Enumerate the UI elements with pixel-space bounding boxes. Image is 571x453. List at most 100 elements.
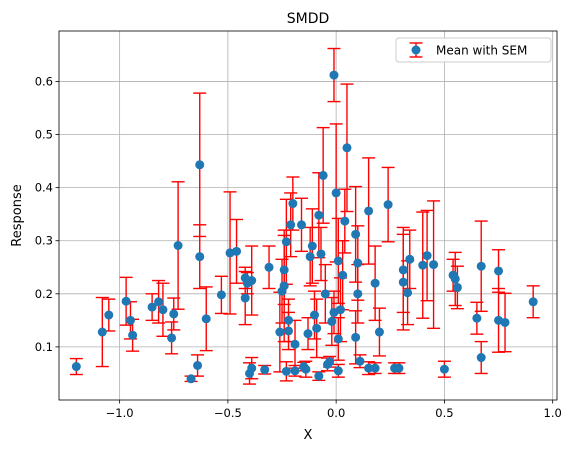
data-point	[353, 289, 363, 299]
data-point	[195, 252, 205, 262]
data-point	[154, 297, 164, 307]
data-point	[398, 277, 408, 287]
data-point	[121, 296, 131, 306]
y-tick-label: 0.4	[35, 181, 53, 195]
data-point	[288, 199, 298, 209]
data-point	[329, 70, 339, 80]
data-point	[281, 366, 291, 376]
data-point	[286, 220, 296, 230]
data-point	[284, 326, 294, 336]
data-point	[476, 353, 486, 363]
data-point	[351, 229, 361, 239]
data-point	[331, 188, 341, 198]
y-axis-ticks: 0.1 0.2 0.3 0.4 0.5 0.6	[35, 74, 59, 354]
data-point	[169, 309, 179, 319]
y-tick-label: 0.3	[35, 234, 53, 248]
data-point	[452, 282, 462, 292]
data-point	[370, 363, 380, 373]
data-point	[309, 310, 319, 320]
data-point	[394, 363, 404, 373]
data-point	[320, 289, 330, 299]
data-point	[353, 258, 363, 268]
data-point	[284, 315, 294, 325]
data-point	[264, 262, 274, 272]
data-point	[333, 366, 343, 376]
x-tick-label: 0.0	[327, 406, 345, 420]
data-point	[316, 249, 326, 259]
data-point	[325, 357, 335, 367]
data-point	[147, 302, 157, 312]
plot-area-frame	[58, 30, 558, 401]
data-point	[201, 314, 211, 324]
data-point	[290, 366, 300, 376]
data-point	[247, 276, 257, 286]
x-tick-label: −1.0	[106, 406, 134, 420]
data-point	[494, 266, 504, 276]
legend: Mean with SEM	[395, 37, 552, 63]
data-point	[281, 237, 291, 247]
legend-box	[395, 37, 552, 63]
data-point	[173, 240, 183, 250]
legend-marker	[411, 45, 421, 55]
data-point	[374, 327, 384, 337]
data-point	[355, 356, 365, 366]
data-point	[370, 278, 380, 288]
data-point	[125, 315, 135, 325]
x-tick-label: −0.5	[214, 406, 242, 420]
data-point	[476, 261, 486, 271]
data-point	[275, 327, 285, 337]
y-tick-label: 0.6	[35, 74, 53, 88]
data-points	[71, 70, 538, 384]
x-axis-label: X	[304, 428, 313, 443]
data-point	[364, 363, 374, 373]
data-point	[97, 327, 107, 337]
data-point	[472, 313, 482, 323]
data-point	[398, 265, 408, 275]
data-point	[158, 305, 168, 315]
data-point	[364, 206, 374, 216]
data-point	[333, 256, 343, 266]
data-point	[240, 293, 250, 303]
y-tick-label: 0.1	[35, 340, 53, 354]
data-point	[340, 216, 350, 226]
data-point	[290, 339, 300, 349]
data-point	[186, 374, 196, 384]
data-point	[195, 160, 205, 170]
data-point	[318, 170, 328, 180]
legend-entry-label: Mean with SEM	[436, 44, 527, 58]
data-point	[193, 360, 203, 370]
y-tick-label: 0.5	[35, 128, 53, 142]
data-point	[335, 305, 345, 315]
y-tick-label: 0.2	[35, 287, 53, 301]
data-point	[439, 364, 449, 374]
data-point	[303, 329, 313, 339]
chart-title: SMDD	[287, 11, 330, 27]
data-point	[307, 241, 317, 251]
data-point	[528, 297, 538, 307]
data-point	[312, 323, 322, 333]
data-point	[167, 333, 177, 343]
x-tick-label: 1.0	[544, 406, 562, 420]
data-point	[216, 290, 226, 300]
data-point	[405, 254, 415, 264]
data-point	[260, 365, 270, 375]
data-point	[342, 143, 352, 153]
data-point	[450, 274, 460, 284]
data-point	[128, 330, 138, 340]
data-point	[418, 260, 428, 270]
data-point	[297, 220, 307, 230]
data-point	[232, 246, 242, 256]
data-point	[338, 270, 348, 280]
data-point	[327, 316, 337, 326]
x-axis-ticks: −1.0 −0.5 0.0 0.5 1.0	[106, 400, 562, 420]
data-point	[301, 364, 311, 374]
y-axis-label: Response	[10, 184, 25, 246]
data-point	[383, 200, 393, 210]
data-point	[333, 334, 343, 344]
data-point	[314, 210, 324, 220]
data-point	[500, 317, 510, 327]
data-point	[279, 265, 289, 275]
data-point	[429, 260, 439, 270]
x-tick-label: 0.5	[435, 406, 453, 420]
data-point	[247, 363, 257, 373]
